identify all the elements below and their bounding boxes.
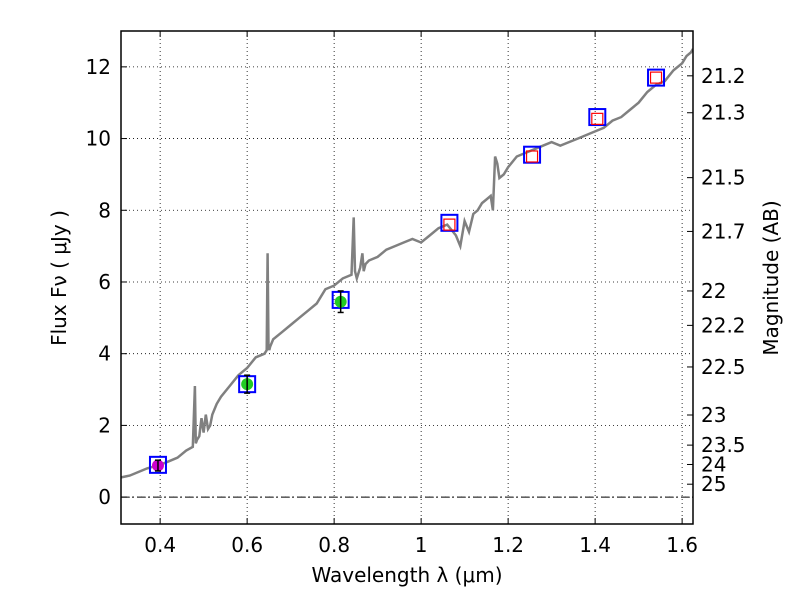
x-tick-label: 0.6	[231, 533, 263, 557]
upper-limit-points	[443, 71, 663, 231]
magnitude-tick-label: 21.2	[701, 64, 746, 88]
magnitude-tick-label: 23	[701, 403, 726, 427]
model-point-marker	[148, 455, 167, 474]
plot-frame	[120, 30, 694, 525]
x-tick-label: 0.4	[144, 533, 176, 557]
magnitude-tick-label: 21.5	[701, 166, 746, 190]
observed-points	[151, 290, 347, 472]
model-point-marker	[588, 108, 607, 127]
upper-limit-marker	[443, 218, 456, 231]
y-tick-label: 4	[98, 342, 111, 366]
model-point-marker	[523, 145, 542, 164]
spectrum-line	[121, 48, 693, 479]
y-axis-ticks: 0 2 4 6 8 10 12	[86, 55, 127, 509]
magnitude-tick-label: 21.7	[701, 219, 746, 243]
x-tick-label: 1.4	[579, 533, 611, 557]
x-tick-label: 1	[415, 533, 428, 557]
x-tick-label: 1.6	[666, 533, 698, 557]
magnitude-tick-label: 22	[701, 279, 726, 303]
magnitude-tick-label: 22.5	[701, 355, 746, 379]
upper-limit-marker	[591, 112, 604, 125]
magnitude-tick-label: 25	[701, 472, 726, 496]
y-tick-label: 10	[86, 127, 111, 151]
upper-limit-marker	[649, 71, 663, 84]
y-tick-label: 0	[98, 485, 111, 509]
y-tick-label: 6	[98, 270, 111, 294]
y-tick-label: 2	[98, 413, 111, 437]
x-axis-ticks: 0.4 0.6 0.8 1 1.2 1.4 1.6	[144, 31, 698, 557]
x-axis-label: Wavelength λ (μm)	[311, 563, 502, 587]
y-tick-label: 8	[98, 198, 111, 222]
x-tick-label: 1.2	[492, 533, 524, 557]
plot-area	[121, 48, 693, 479]
magnitude-tick-label: 24	[701, 452, 726, 476]
magnitude-tick-label: 22.2	[701, 313, 746, 337]
model-point-marker	[440, 213, 459, 232]
x-tick-label: 0.8	[318, 533, 350, 557]
upper-limit-marker	[525, 150, 539, 163]
magnitude-tick-label: 21.3	[701, 101, 746, 125]
magnitude-tick-label: 23.5	[701, 433, 746, 457]
model-points	[148, 68, 666, 474]
y-tick-label: 12	[86, 55, 111, 79]
y-axis-label: Flux Fν ( μJy )	[47, 210, 71, 346]
model-point-marker	[647, 68, 666, 87]
right-axis-label: Magnitude (AB)	[759, 200, 783, 355]
